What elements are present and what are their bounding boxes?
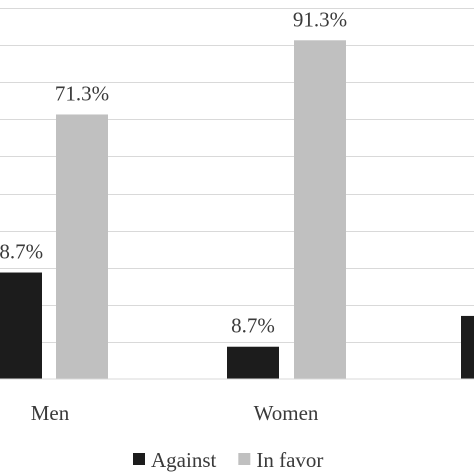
bar-against [227,346,279,379]
bar-in-favor [56,114,108,380]
x-tick-labels: Men Women [31,401,319,425]
legend-label: In favor [256,448,323,472]
legend-label: Against [151,448,216,472]
legend-swatch [133,453,145,465]
value-labels: 28.7%71.3%8.7%91.3%17 [0,7,347,338]
value-label: 8.7% [231,314,275,338]
value-label: 71.3% [55,81,109,105]
value-label: 91.3% [293,7,347,31]
bars [0,40,474,380]
legend-swatch [238,453,251,465]
value-label: 28.7% [0,240,43,264]
legend: Against In favor [133,448,323,472]
bar-against [461,315,474,379]
x-tick-label: Men [31,401,70,425]
bar-in-favor [294,40,346,379]
x-tick-label: Women [254,401,319,425]
bar-against [0,272,42,379]
